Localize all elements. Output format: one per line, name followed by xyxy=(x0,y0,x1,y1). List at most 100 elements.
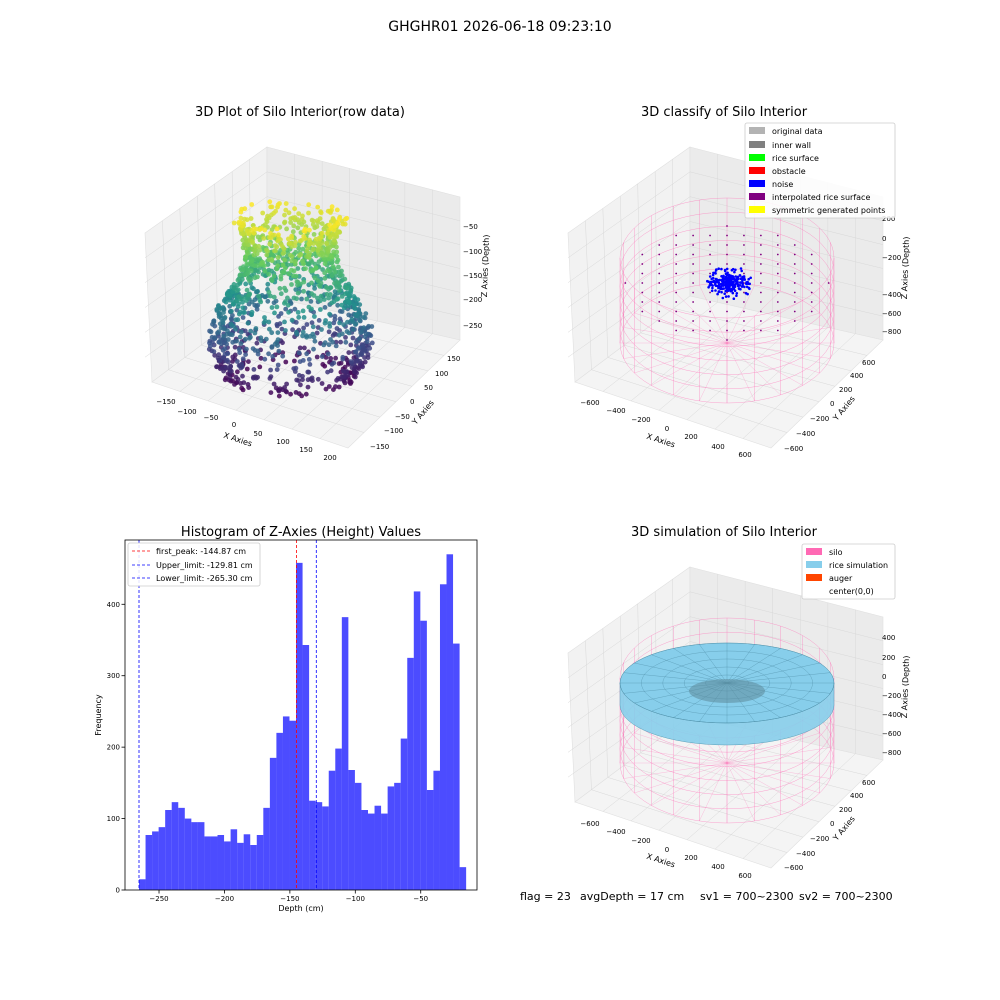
raw-data-point xyxy=(236,294,242,299)
raw-data-point xyxy=(294,296,299,302)
raw-data-point xyxy=(257,297,263,303)
interpolated-surface-point xyxy=(641,253,644,256)
raw-data-point xyxy=(229,322,235,328)
interpolated-surface-point xyxy=(759,291,762,294)
histogram-y-tick-label: 200 xyxy=(107,744,120,752)
raw-data-point xyxy=(282,212,287,218)
histogram-y-tick-label: 400 xyxy=(107,601,120,609)
figure-suptitle: GHGHR01 2026-06-18 09:23:10 xyxy=(388,19,611,35)
interpolated-surface-point xyxy=(743,329,745,332)
raw-data-point xyxy=(298,382,303,388)
silo-floor-spoke xyxy=(726,300,803,344)
interpolated-surface-point xyxy=(743,310,745,313)
interpolated-surface-point xyxy=(675,301,678,303)
raw-data-point xyxy=(286,241,292,247)
axes-grid-line xyxy=(217,332,413,387)
silo-floor-spoke xyxy=(651,300,728,344)
raw-data-point xyxy=(328,356,334,361)
raw-data-point xyxy=(245,251,250,256)
raw-data-point xyxy=(344,329,350,334)
raw-data-point xyxy=(274,322,280,327)
silo-floor-spoke xyxy=(634,762,728,794)
raw-data-point xyxy=(230,354,236,360)
raw-data-point xyxy=(264,252,270,258)
raw-data-point xyxy=(328,285,334,290)
axes-grid-line xyxy=(144,171,268,259)
raw-data-point xyxy=(333,343,339,349)
interpolated-surface-point xyxy=(776,329,779,332)
raw-data-point xyxy=(295,225,301,231)
raw-data-point xyxy=(333,355,338,361)
raw-data-point xyxy=(314,330,320,336)
interpolated-surface-point xyxy=(675,320,678,322)
rice-mesh-ring xyxy=(619,642,835,724)
interpolated-surface-point xyxy=(726,263,728,265)
interpolated-surface-point xyxy=(641,301,644,303)
histogram-y-ticks: 0 100 200 300 400 xyxy=(107,601,125,895)
interpolated-surface-point xyxy=(810,253,813,256)
raw-data-point xyxy=(275,202,281,208)
interpolated-surface-point xyxy=(641,272,644,275)
legend-label-noise: noise xyxy=(772,180,793,189)
interpolated-surface-point xyxy=(759,310,762,313)
interpolated-surface-point xyxy=(692,301,695,303)
raw-data-point xyxy=(322,340,328,346)
silo-floor-spoke xyxy=(726,747,831,764)
raw-x-tick: 50 xyxy=(254,430,263,438)
raw-data-point xyxy=(238,341,244,346)
axes-grid-line xyxy=(686,740,801,840)
interpolated-surface-point xyxy=(692,282,695,284)
raw-data-point xyxy=(341,368,346,374)
raw-data-point xyxy=(357,336,362,342)
interpolated-surface-point xyxy=(759,253,762,256)
rice-mesh-ring xyxy=(641,650,813,716)
legend-label-inner-wall: inner wall xyxy=(772,141,811,150)
raw-data-point xyxy=(335,302,341,308)
raw-data-point xyxy=(229,308,234,314)
raw-data-point xyxy=(235,277,241,283)
noise-point xyxy=(737,287,741,291)
noise-point xyxy=(743,285,746,289)
raw-data-point xyxy=(219,365,225,371)
raw-data-point xyxy=(344,215,350,221)
silo-floor-spoke xyxy=(726,762,820,794)
raw-data-point xyxy=(239,385,245,391)
raw-data-point xyxy=(311,346,316,352)
axes-grid-line xyxy=(602,302,718,392)
noise-point xyxy=(714,272,717,275)
raw-data-point xyxy=(273,298,279,304)
axes-grid-line xyxy=(162,220,169,370)
raw-data-point xyxy=(306,210,311,216)
raw-data-point xyxy=(312,314,317,319)
raw-data-point xyxy=(359,329,365,335)
raw-data-point xyxy=(328,337,333,342)
raw-data-point xyxy=(300,308,306,314)
noise-point xyxy=(739,267,743,270)
raw-data-point xyxy=(363,311,369,316)
noise-point xyxy=(731,291,735,295)
silo-floor-spoke xyxy=(726,327,831,344)
raw-data-point xyxy=(334,207,340,213)
raw-data-point xyxy=(301,279,307,285)
raw-data-point xyxy=(279,269,285,275)
interpolated-surface-point xyxy=(641,282,644,284)
raw-data-point xyxy=(315,204,321,210)
raw-data-point xyxy=(235,317,241,323)
raw-x-tick: −50 xyxy=(204,414,219,422)
classify-x-tick: −400 xyxy=(606,407,625,415)
histogram-bar xyxy=(309,800,316,890)
raw-data-point xyxy=(315,376,321,382)
simulation-y-tick: −400 xyxy=(796,850,815,858)
noise-point xyxy=(740,269,743,273)
raw-data-point xyxy=(280,353,286,359)
noise-point xyxy=(715,278,719,281)
raw-data-point xyxy=(258,226,264,231)
raw-data-point xyxy=(362,359,368,365)
simulation-z-tick: 0 xyxy=(882,673,886,681)
classify-z-tick-labels: 200 0 −200 −400 −600 −800 xyxy=(882,215,901,336)
raw-data-point xyxy=(241,380,247,385)
raw-data-point xyxy=(276,348,282,354)
axes-pane-floor xyxy=(574,295,884,449)
raw-data-point xyxy=(284,381,289,387)
